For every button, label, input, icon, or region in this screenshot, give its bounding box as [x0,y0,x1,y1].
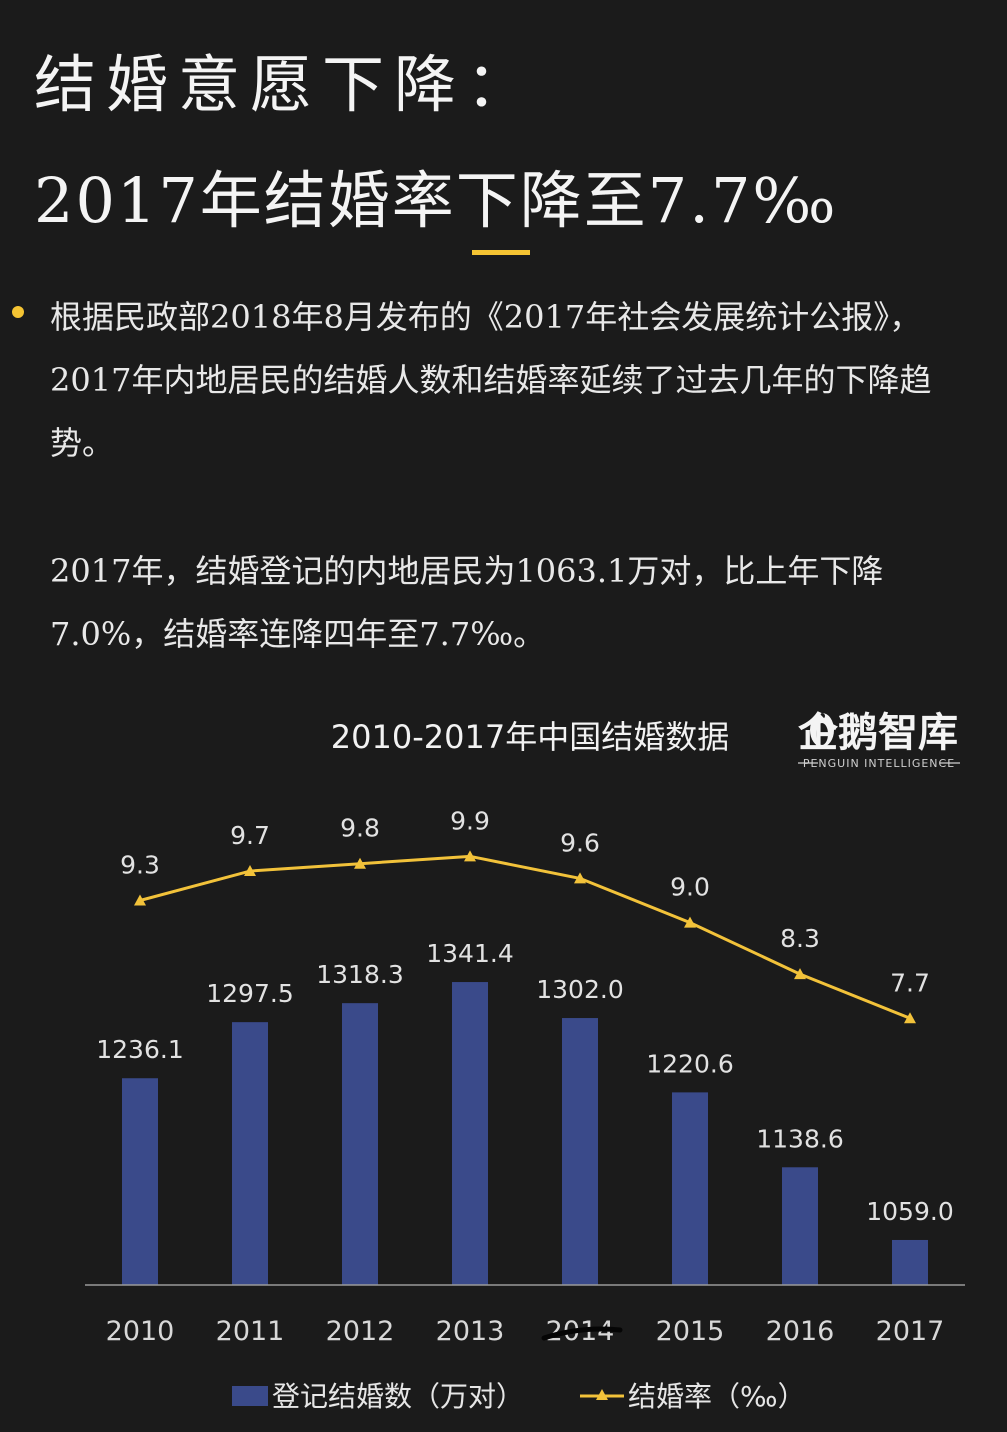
rate-point-2017 [904,1012,916,1024]
bullet-dot-icon [12,306,24,318]
bar-label-2012: 1318.3 [316,960,403,989]
chart-title: 2010-2017年中国结婚数据 [331,718,729,756]
bar-label-2010: 1236.1 [96,1035,183,1064]
penguin-logo: 企鹅智库 PENGUIN INTELLIGENCE [798,710,960,770]
pen-mark-annotation [541,1326,623,1341]
rate-line [139,854,911,1020]
x-tick-2015: 2015 [656,1316,725,1347]
rate-label-2015: 9.0 [670,873,710,902]
marriage-chart: 2010-2017年中国结婚数据 企鹅智库 PENGUIN INTELLIGEN… [85,710,965,1413]
logo-tagline: PENGUIN INTELLIGENCE [803,757,955,770]
bar-label-2015: 1220.6 [646,1049,733,1078]
rate-label-2014: 9.6 [560,828,600,857]
legend-bar-label: 登记结婚数（万对） [272,1380,524,1413]
x-tick-2011: 2011 [216,1316,285,1347]
rate-point-2016 [794,968,806,980]
bar-label-2014: 1302.0 [536,975,623,1004]
rate-point-2010 [134,894,146,906]
x-tick-2016: 2016 [766,1316,835,1347]
bars-layer: 1236.1 1297.5 1318.3 1341.4 1302.0 1220.6 1138… [96,939,954,1285]
line-layer: 9.3 9.7 9.8 9.9 9.6 9.0 8.3 7.7 [120,806,930,1024]
rate-label-2011: 9.7 [230,821,270,850]
intro-paragraph: 根据民政部2018年8月发布的《2017年社会发展统计公报》，2017年内地居民… [50,298,932,462]
title-line-1: 结婚意愿下降： [34,48,539,121]
bar-2013 [452,982,488,1285]
bar-2015 [672,1092,708,1285]
rate-point-2011 [244,865,256,877]
rate-point-2012 [354,857,366,869]
legend-line-label: 结婚率（‰） [628,1380,806,1413]
bar-label-2011: 1297.5 [206,979,293,1008]
legend: 登记结婚数（万对） 结婚率（‰） [232,1380,806,1413]
rate-label-2012: 9.8 [340,814,380,843]
bar-2014 [562,1018,598,1285]
penguin-icon [810,713,834,747]
legend-bar-swatch [232,1386,268,1406]
rate-point-2013 [464,850,476,862]
x-tick-2013: 2013 [436,1316,505,1347]
bar-label-2016: 1138.6 [756,1124,843,1153]
bar-2010 [122,1078,158,1285]
rate-point-2014 [574,872,586,884]
rate-point-2015 [684,916,696,928]
bar-2012 [342,1003,378,1285]
accent-divider [472,250,530,255]
logo-name: 企鹅智库 [798,710,958,756]
stats-paragraph: 2017年，结婚登记的内地居民为1063.1万对，比上年下降7.0%，结婚率连降… [50,552,884,653]
x-axis-ticks: 2010 2011 2012 2013 2014 2015 2016 2017 [106,1316,945,1347]
rate-label-2013: 9.9 [450,806,490,835]
bar-label-2017: 1059.0 [866,1197,953,1226]
x-tick-2012: 2012 [326,1316,395,1347]
title-line-2: 2017年结婚率下降至7.7‰ [34,164,838,237]
bar-label-2013: 1341.4 [426,939,513,968]
x-tick-2010: 2010 [106,1316,175,1347]
rate-label-2016: 8.3 [780,924,820,953]
legend-line-marker [596,1389,608,1400]
rate-label-2010: 9.3 [120,851,160,880]
bar-2017 [892,1239,928,1285]
rate-label-2017: 7.7 [890,968,930,997]
bar-2016 [782,1167,818,1285]
bar-2011 [232,1022,268,1285]
x-tick-2017: 2017 [876,1316,945,1347]
